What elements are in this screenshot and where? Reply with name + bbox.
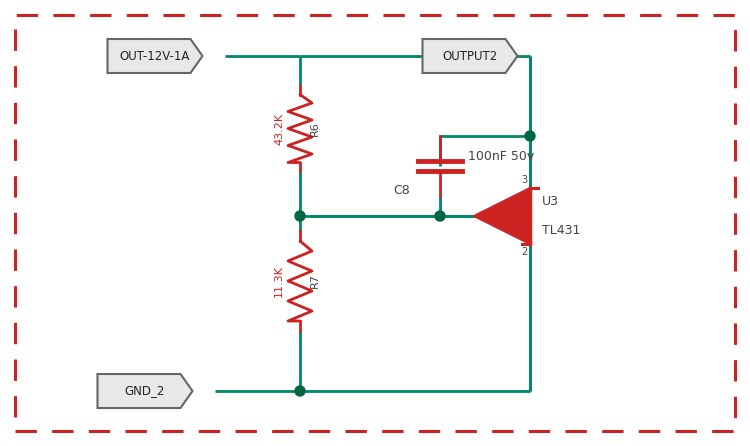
Text: OUT-12V-1A: OUT-12V-1A	[120, 50, 190, 62]
Polygon shape	[422, 39, 518, 73]
Text: 2: 2	[520, 247, 527, 257]
Polygon shape	[98, 374, 193, 408]
Text: U3: U3	[542, 195, 559, 208]
Circle shape	[295, 211, 305, 221]
Text: 11.3K: 11.3K	[274, 265, 284, 297]
Text: 3: 3	[520, 175, 527, 185]
Polygon shape	[474, 188, 530, 244]
Text: R7: R7	[310, 273, 320, 289]
Circle shape	[435, 211, 445, 221]
Text: C8: C8	[393, 185, 410, 198]
Polygon shape	[107, 39, 202, 73]
Text: TL431: TL431	[542, 224, 580, 237]
Text: GND_2: GND_2	[124, 384, 165, 397]
Circle shape	[295, 386, 305, 396]
Text: OUTPUT2: OUTPUT2	[442, 50, 498, 62]
Text: R6: R6	[310, 121, 320, 136]
Circle shape	[525, 131, 535, 141]
Text: 43.2K: 43.2K	[274, 112, 284, 145]
Text: 100nF 50v: 100nF 50v	[468, 149, 534, 162]
